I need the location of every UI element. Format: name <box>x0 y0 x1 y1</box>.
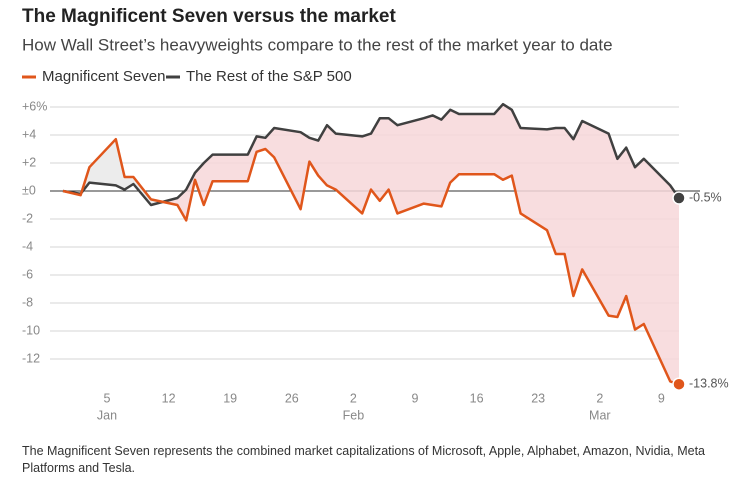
month-label: Jan <box>97 408 117 422</box>
x-tick-label: 12 <box>162 391 176 405</box>
end-marker <box>672 191 686 205</box>
chart: The Magnificent Seven versus the market … <box>20 6 729 422</box>
chart-subtitle: How Wall Street’s heavyweights compare t… <box>22 35 613 54</box>
x-tick-label: 9 <box>412 391 419 405</box>
month-label: Mar <box>589 408 611 422</box>
end-marker <box>672 377 686 391</box>
y-tick-label: -10 <box>22 323 40 337</box>
tick-label-bg <box>20 211 50 227</box>
y-tick-label: -2 <box>22 211 33 225</box>
x-tick-label: 9 <box>658 391 665 405</box>
tick-label-bg <box>20 183 50 199</box>
x-tick-label: 2 <box>350 391 357 405</box>
y-tick-label: -8 <box>22 295 33 309</box>
series-line <box>62 137 680 386</box>
x-tick-label: 26 <box>285 391 299 405</box>
tick-label-bg <box>20 99 50 115</box>
tick-label-bg <box>20 351 50 367</box>
tick-label-bg <box>20 239 50 255</box>
y-tick-label: +4 <box>22 127 36 141</box>
y-tick-label: -12 <box>22 351 40 365</box>
legend-label: Magnificent Seven <box>42 68 165 85</box>
series-line <box>62 102 681 207</box>
y-tick-label: +6% <box>22 99 47 113</box>
tick-label-bg <box>20 127 50 143</box>
x-tick-label: 16 <box>470 391 484 405</box>
end-label: -0.5% <box>689 190 722 204</box>
gap-area <box>63 104 679 385</box>
tick-label-bg <box>20 267 50 283</box>
tick-label-bg <box>20 323 50 339</box>
x-tick-label: 2 <box>596 391 603 405</box>
y-tick-label: ±0 <box>22 183 36 197</box>
footnote: The Magnificent Seven represents the com… <box>22 444 705 475</box>
legend-label: The Rest of the S&P 500 <box>186 68 352 85</box>
x-tick-label: 23 <box>531 391 545 405</box>
chart-title: The Magnificent Seven versus the market <box>22 6 396 27</box>
month-label: Feb <box>343 408 365 422</box>
y-tick-label: -6 <box>22 267 33 281</box>
x-tick-label: 19 <box>223 391 237 405</box>
end-label: -13.8% <box>689 376 729 390</box>
tick-label-bg <box>20 155 50 171</box>
y-tick-label: +2 <box>22 155 36 169</box>
y-tick-label: -4 <box>22 239 33 253</box>
tick-label-bg <box>20 295 50 311</box>
x-tick-label: 5 <box>104 391 111 405</box>
